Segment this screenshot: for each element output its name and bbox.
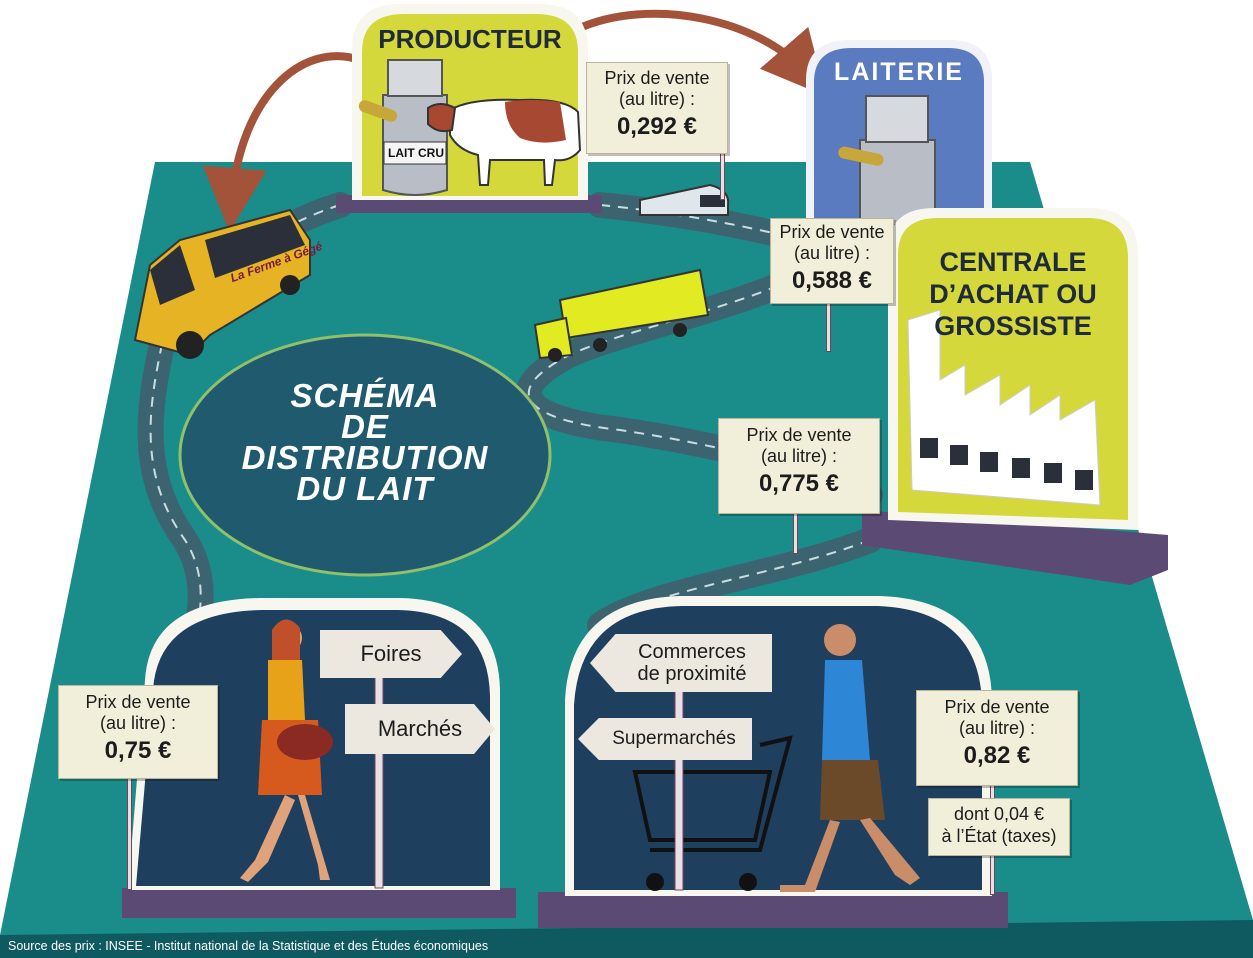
cow-icon <box>427 98 582 186</box>
price-label-line-1: Prix de vente <box>746 425 852 445</box>
sign-supermarches: Supermarchés <box>578 718 752 760</box>
diagram-title: SCHÉMA DE DISTRIBUTION DU LAIT <box>205 377 525 507</box>
price-value-supermarket: 0,82 € <box>963 742 1031 769</box>
price-box-producer: Prix de vente (au litre) : 0,292 € <box>586 62 728 154</box>
sign-marches: Marchés <box>345 704 495 754</box>
price-box-central: Prix de vente (au litre) : 0,775 € <box>718 418 880 514</box>
price-value-market: 0,75 € <box>104 737 172 764</box>
producer-label: PRODUCTEUR <box>378 24 562 54</box>
source-note: Source des prix : INSEE - Institut natio… <box>8 939 489 953</box>
price-label-line-1: Prix de vente <box>779 222 885 242</box>
price-value-dairy: 0,588 € <box>791 267 873 294</box>
price-label-line-2: (au litre) : <box>793 243 871 263</box>
title-circle <box>178 333 552 577</box>
arrow-producer-to-van <box>202 52 362 232</box>
price-post-central <box>793 510 798 554</box>
price-label-line-2: (au litre) : <box>958 718 1036 738</box>
price-post-dairy <box>826 300 831 352</box>
man-shopper-icon <box>780 624 920 892</box>
central-label-line-2: D’ACHAT OU <box>929 279 1097 309</box>
woman-shopper-icon <box>240 619 333 882</box>
price-label-line-1: Prix de vente <box>85 692 191 712</box>
train-icon <box>639 183 730 216</box>
tax-note-box: dont 0,04 € à l’État (taxes) <box>928 798 1070 856</box>
price-label-line-2: (au litre) : <box>760 446 838 466</box>
sign-commerces-line-2: de proximité <box>637 663 747 685</box>
tax-note-line-2: à l’État (taxes) <box>941 826 1057 846</box>
sign-foires: Foires <box>320 630 462 678</box>
milk-can-dairy-icon <box>838 95 936 226</box>
source-strip <box>0 935 1253 958</box>
price-post-producer <box>720 150 725 200</box>
price-box-supermarket: Prix de vente (au litre) : 0,82 € <box>916 690 1078 786</box>
sign-post-left <box>374 659 384 889</box>
factory-icon <box>907 309 1101 506</box>
central-label: CENTRALE D’ACHAT OU GROSSISTE <box>898 246 1128 342</box>
truck-icon <box>533 268 710 362</box>
price-value-central: 0,775 € <box>758 470 840 497</box>
price-box-market: Prix de vente (au litre) : 0,75 € <box>58 685 218 779</box>
central-label-line-3: GROSSISTE <box>934 311 1092 341</box>
price-label-line-2: (au litre) : <box>618 89 696 109</box>
central-label-line-1: CENTRALE <box>939 247 1087 277</box>
price-label-line-1: Prix de vente <box>944 697 1050 717</box>
price-value-producer: 0,292 € <box>616 113 698 140</box>
price-box-dairy: Prix de vente (au litre) : 0,588 € <box>770 218 894 304</box>
title-line-4: DU LAIT <box>296 470 434 507</box>
title-line-1: SCHÉMA <box>290 377 440 414</box>
sign-commerces-line-1: Commerces <box>638 641 746 663</box>
sign-commerces: Commerces de proximité <box>590 634 772 692</box>
tax-note-line-1: dont 0,04 € <box>953 804 1045 824</box>
dairy-label: LAITERIE <box>834 58 964 86</box>
arrow-producer-to-dairy <box>573 9 826 97</box>
price-label-line-2: (au litre) : <box>99 713 177 733</box>
van-icon <box>133 208 311 359</box>
price-label-line-1: Prix de vente <box>604 68 710 88</box>
title-line-2: DE <box>341 408 389 445</box>
milk-can-label: LAIT CRU <box>388 146 444 160</box>
price-post-market <box>127 778 132 890</box>
title-line-3: DISTRIBUTION <box>241 439 489 476</box>
